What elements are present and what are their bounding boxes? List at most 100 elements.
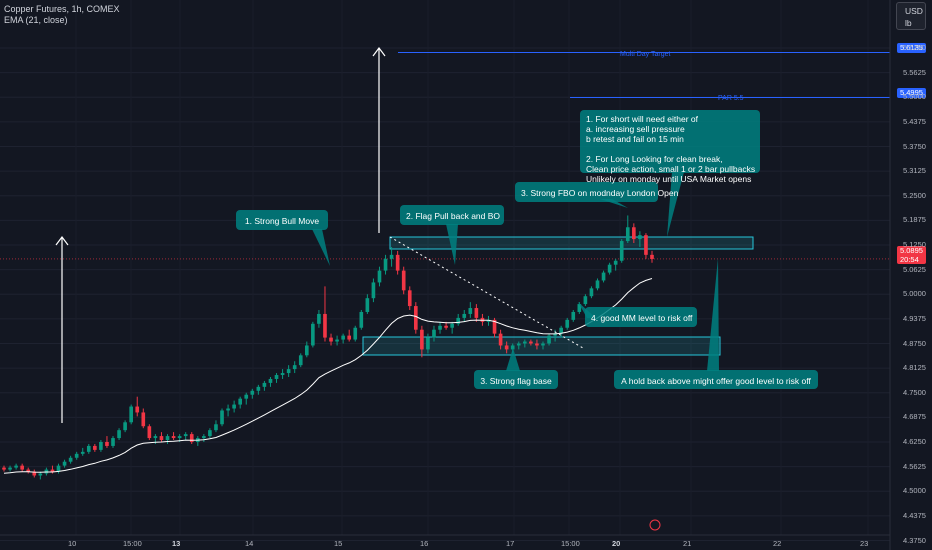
candle-body: [292, 365, 297, 370]
candle-body: [323, 313, 327, 338]
candle-body: [468, 308, 473, 314]
candle-body: [619, 241, 624, 261]
y-tick-label: 4.8750: [903, 338, 926, 348]
y-tick-label: 5.6250: [903, 43, 926, 52]
bar-countdown: 20:54: [900, 255, 919, 264]
axes: [0, 0, 891, 550]
x-tick-label: 10: [68, 539, 77, 548]
candle-body: [413, 306, 418, 330]
candle-body: [177, 436, 182, 439]
candle-body: [232, 404, 236, 409]
candle-body: [68, 457, 73, 462]
candle-body: [341, 335, 345, 340]
note-trade-plan[interactable]: 1. For short will need either of a. incr…: [580, 110, 760, 184]
candle-body: [159, 436, 164, 441]
chart-legend: Copper Futures, 1h, COMEX EMA (21, close…: [4, 4, 120, 26]
candle-body: [8, 467, 12, 470]
candle-body: [535, 343, 539, 346]
chart-grid: [0, 47, 890, 541]
candle-body: [632, 227, 636, 240]
drawings: [55, 47, 719, 531]
candle-body: [74, 453, 79, 458]
candle-body: [238, 398, 243, 405]
candle-body: [147, 426, 152, 439]
note-strong-fbo[interactable]: 3. Strong FBO on modnday London Open: [515, 182, 678, 202]
candle-body: [286, 369, 291, 374]
currency-unit-selector[interactable]: USD lb: [896, 2, 926, 30]
candle-body: [111, 438, 115, 446]
candle-body: [407, 290, 412, 307]
x-tick-label: 15:00: [561, 539, 580, 548]
candle-body: [559, 327, 563, 334]
level-label-par: PAR 5.5: [718, 95, 744, 102]
flag-trendline: [389, 236, 584, 349]
pointer-flag-base: [506, 348, 520, 371]
candle-body: [250, 390, 255, 395]
y-tick-label: 4.3750: [903, 535, 926, 545]
candle-body: [486, 319, 491, 322]
candle-body: [371, 282, 376, 299]
y-tick-label: 5.0000: [903, 289, 926, 299]
indicator-label: EMA (21, close): [4, 15, 68, 25]
candle-body: [117, 430, 121, 439]
y-tick-label: 5.3750: [903, 141, 926, 151]
x-tick-label: 21: [683, 539, 692, 548]
candle-body: [504, 345, 509, 350]
candle-body: [595, 280, 600, 289]
y-tick-label: 5.2500: [903, 190, 926, 200]
candle-body: [583, 296, 588, 305]
candle-body: [456, 317, 461, 324]
candle-body: [202, 436, 206, 439]
candle-body: [377, 270, 382, 283]
x-tick-label: 17: [506, 539, 515, 548]
candle-body: [20, 465, 24, 470]
candle-body: [607, 264, 612, 273]
candle-body: [226, 408, 230, 411]
note-strong-bull-move[interactable]: 1. Strong Bull Move: [236, 210, 328, 230]
y-tick-label: 5.3125: [903, 166, 926, 176]
candle-body: [553, 333, 557, 336]
candle-body: [2, 467, 6, 470]
pointer-hold-back: [707, 258, 719, 371]
candle-body: [565, 319, 570, 328]
y-tick-label: 5.1875: [903, 215, 926, 225]
last-price-value: 5.0895: [900, 246, 923, 255]
ema-line: [3, 278, 653, 474]
note-flag-base[interactable]: 3. Strong flag base: [474, 370, 558, 389]
candle-body: [311, 323, 315, 346]
candle-body: [105, 442, 109, 446]
y-tick-label: 4.5000: [903, 486, 926, 496]
candle-body: [329, 337, 333, 342]
candle-body: [432, 329, 436, 338]
unit-label: lb: [905, 18, 912, 28]
candle-body: [26, 469, 31, 472]
zones: [362, 236, 754, 356]
x-tick-label: 13: [172, 539, 181, 548]
candle-body: [93, 445, 97, 450]
candle-body: [268, 378, 273, 383]
candle-body: [38, 473, 43, 476]
candle-body: [123, 422, 127, 431]
candle-body: [262, 382, 267, 387]
candle-body: [601, 272, 606, 281]
note-flag-pullback[interactable]: 2. Flag Pull back and BO: [400, 205, 504, 225]
x-tick-label: 16: [420, 539, 429, 548]
note-mm-level[interactable]: 4. good MM level to risk off: [585, 307, 697, 327]
candle-body: [444, 325, 448, 328]
pointer-flag-pullback: [446, 224, 458, 265]
candle-body: [462, 313, 467, 318]
candle-body: [62, 461, 67, 466]
candle-body: [32, 471, 37, 476]
x-tick-label: 15: [334, 539, 343, 548]
candle-body: [498, 333, 503, 346]
candle-body: [86, 445, 91, 452]
candle-body: [135, 406, 140, 413]
candle-body: [523, 341, 527, 344]
note-hold-back[interactable]: A hold back above might offer good level…: [614, 370, 818, 389]
candle-body: [383, 258, 388, 271]
y-tick-label: 4.6250: [903, 437, 926, 446]
candle-body: [14, 465, 18, 468]
candle-body: [589, 288, 594, 297]
x-tick-label: 14: [245, 539, 254, 548]
